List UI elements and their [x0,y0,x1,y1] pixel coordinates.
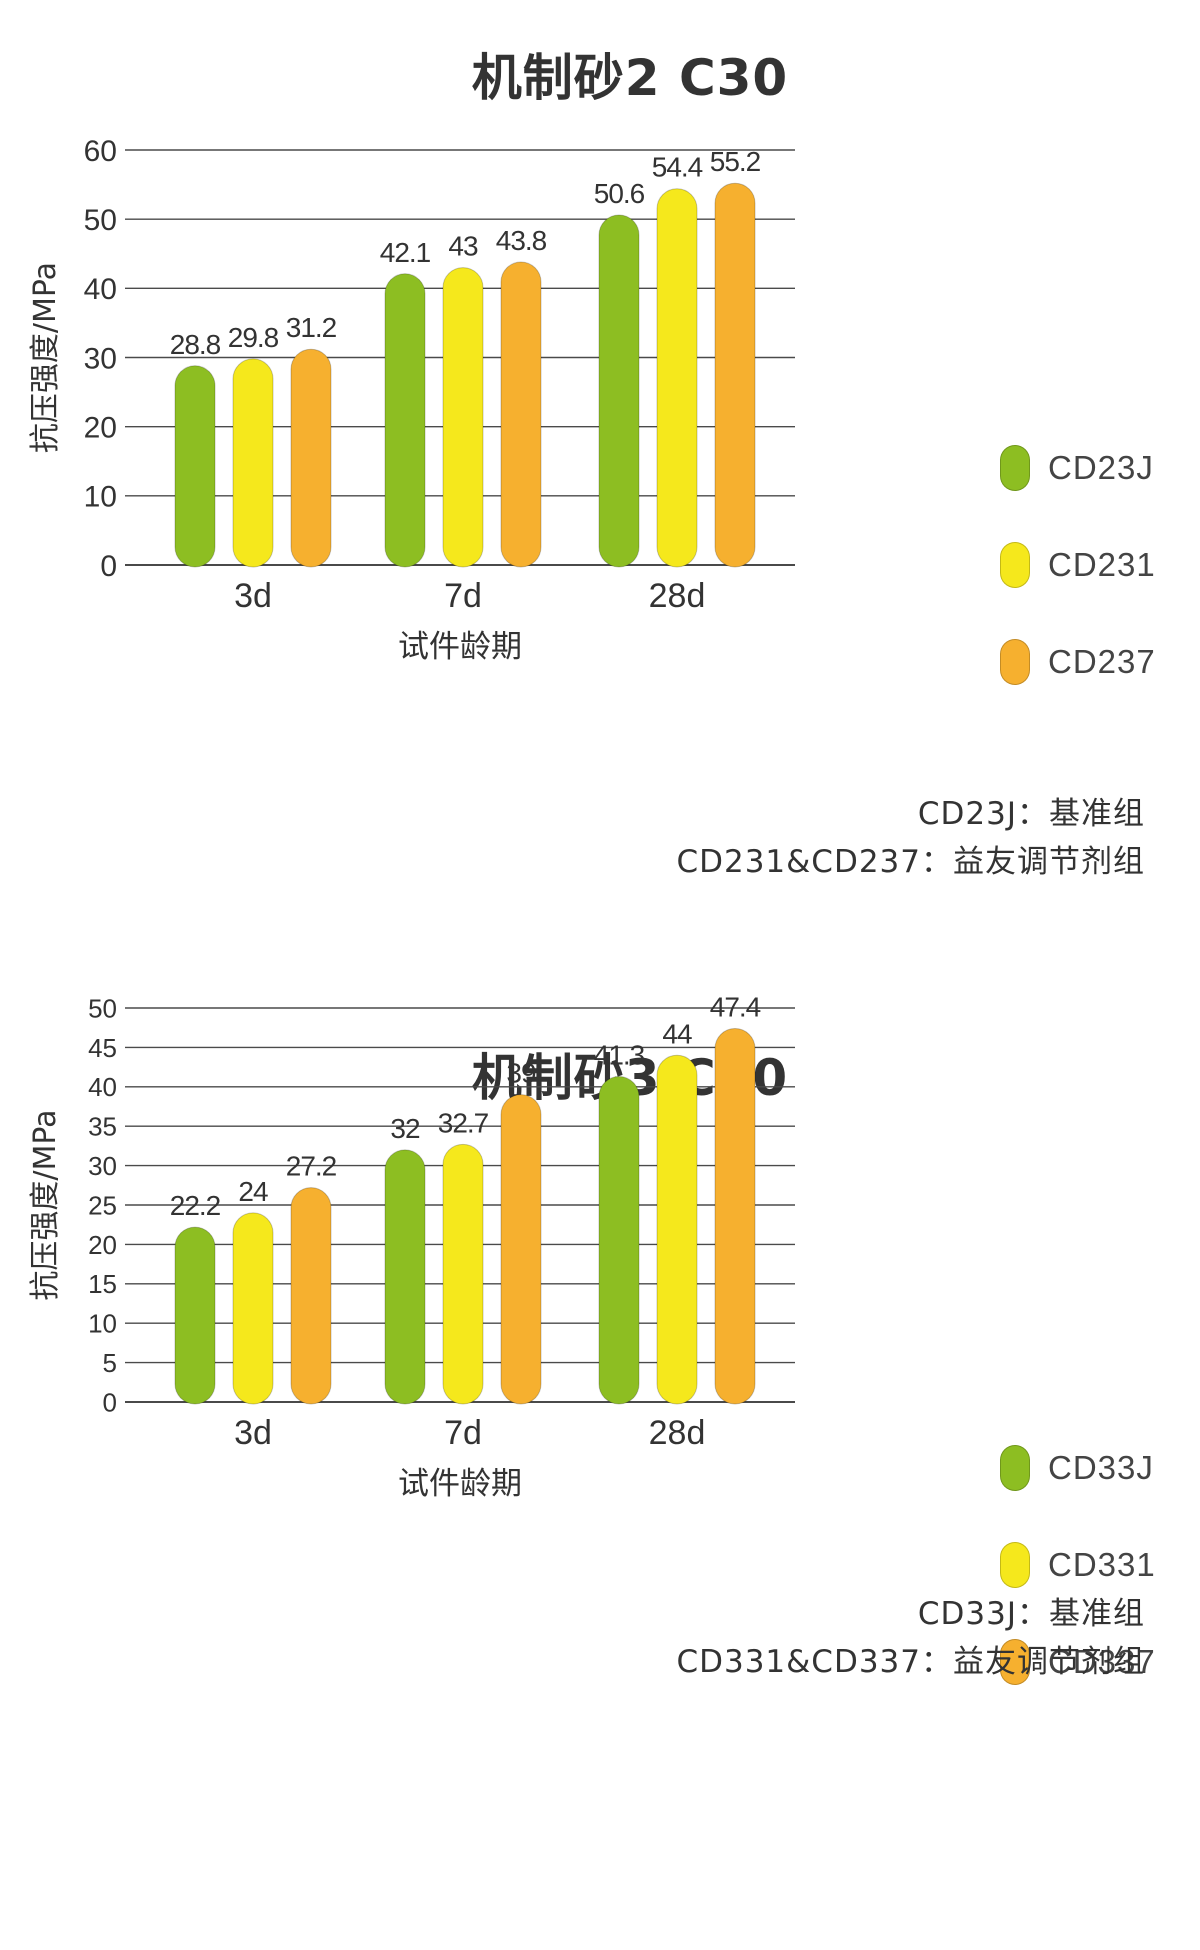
note-regulator: CD331&CD337：益友调节剂组 [676,1644,1145,1680]
y-tick-label: 20 [88,1230,117,1260]
legend-label: CD237 [1048,643,1156,680]
x-tick-label: 3d [234,1414,272,1452]
y-tick-label: 50 [88,993,117,1023]
legend-item: CD237 [1000,639,1156,685]
bar [598,214,640,568]
chart-plot: 0 10 20 30 40 50 60 抗压强度/MPa 28.8 42.1 50.6 29.8 43 5… [28,135,795,665]
note-baseline: CD33J：基准组 [917,1596,1145,1632]
data-label: 55.2 [710,146,761,177]
x-axis-label: 试件龄期 [398,1466,522,1502]
legend-item: CD23J [1000,445,1154,491]
x-tick-label: 28d [649,1414,706,1452]
bar [232,1212,274,1405]
legend-item: CD331 [1000,1542,1156,1588]
y-tick-label: 20 [84,411,117,444]
y-tick-label: 10 [84,481,117,514]
data-label: 39 [506,1058,536,1089]
y-tick-label: 30 [88,1151,117,1181]
legend-label: CD23J [1048,449,1154,486]
bar [442,267,484,568]
y-tick-label: 0 [103,1387,117,1417]
legend-swatch [1000,542,1030,588]
x-tick-label: 3d [234,577,272,615]
legend-swatch [1000,445,1030,491]
y-axis-label: 抗压强度/MPa [28,262,63,453]
data-label: 42.1 [380,237,431,268]
bar [174,365,216,568]
data-label: 54.4 [652,152,703,183]
bar [598,1076,640,1405]
bar [500,1094,542,1405]
legend-label: CD33J [1048,1449,1154,1486]
chart-1: 机制砂2 C30 0 10 20 30 40 50 60 抗压强度/MPa 28.8 42.1 50… [0,0,1200,950]
y-axis-label: 抗压强度/MPa [28,1109,63,1300]
legend-item: CD33J [1000,1445,1154,1491]
bar [232,358,274,568]
bar [290,348,332,568]
x-tick-label: 28d [649,577,706,615]
bar [714,182,756,568]
y-tick-label: 60 [84,135,117,168]
legend-item: CD231 [1000,542,1156,588]
bar [384,273,426,568]
note-regulator: CD231&CD237：益友调节剂组 [676,844,1145,880]
chart-title: 机制砂2 C30 [471,49,789,107]
data-label: 32 [390,1113,420,1144]
x-tick-label: 7d [444,1414,482,1452]
chart-2: 机制砂3 C30 0 5 10 15 20 25 30 35 40 45 50 抗压强度/MPa 22.… [0,991,1200,1950]
bar [656,1054,698,1405]
bar [174,1226,216,1405]
y-tick-label: 15 [88,1269,117,1299]
y-tick-label: 40 [84,273,117,306]
data-label: 28.8 [170,329,221,360]
bar [656,188,698,568]
y-tick-label: 50 [84,204,117,237]
legend-swatch [1000,639,1030,685]
legend-label: CD331 [1048,1546,1156,1583]
bar [384,1149,426,1405]
legend-item: CD337 [1000,1639,1156,1685]
legend-label: CD337 [1048,1643,1156,1680]
data-label: 24 [238,1176,268,1207]
y-tick-label: 30 [84,342,117,375]
data-label: 43 [448,231,478,262]
legend-swatch [1000,1542,1030,1588]
y-tick-label: 45 [88,1033,117,1063]
bar [290,1187,332,1405]
y-tick-label: 25 [88,1190,117,1220]
data-label: 22.2 [170,1190,221,1221]
data-label: 44 [662,1018,692,1049]
y-tick-label: 40 [88,1072,117,1102]
x-tick-label: 7d [444,577,482,615]
x-axis-label: 试件龄期 [398,629,522,665]
data-label: 50.6 [594,178,645,209]
y-tick-label: 5 [103,1348,117,1378]
data-label: 29.8 [228,322,279,353]
note-baseline: CD23J：基准组 [917,796,1145,832]
bar [714,1027,756,1405]
legend-swatch [1000,1639,1030,1685]
y-tick-label: 0 [100,550,117,583]
data-label: 27.2 [286,1151,337,1182]
y-tick-label: 10 [88,1309,117,1339]
bar [500,261,542,568]
legend-label: CD231 [1048,546,1156,583]
data-label: 43.8 [496,225,547,256]
legend-swatch [1000,1445,1030,1491]
data-label: 31.2 [286,312,337,343]
data-label: 47.4 [710,991,761,1022]
data-label: 41.3 [594,1040,645,1071]
bar [442,1143,484,1405]
chart-plot: 0 5 10 15 20 25 30 35 40 45 50 抗压强度/MPa 22.2 32 41.3 24… [28,991,795,1502]
data-label: 32.7 [438,1107,489,1138]
y-tick-label: 35 [88,1112,117,1142]
